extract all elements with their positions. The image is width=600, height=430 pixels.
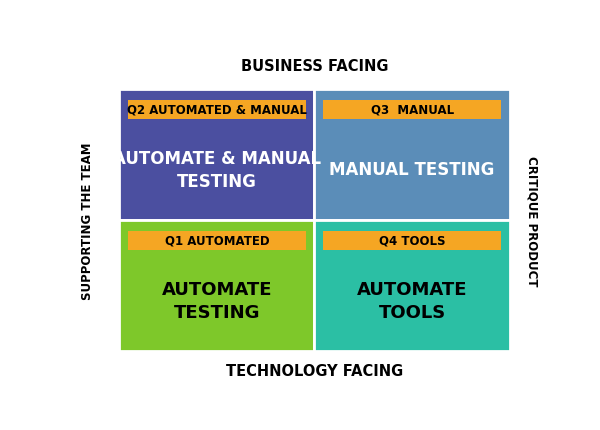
Text: AUTOMATE
TOOLS: AUTOMATE TOOLS: [357, 280, 467, 322]
Text: BUSINESS FACING: BUSINESS FACING: [241, 58, 388, 74]
Text: Q1 AUTOMATED: Q1 AUTOMATED: [164, 234, 269, 247]
Bar: [128, 100, 306, 120]
Text: Q4 TOOLS: Q4 TOOLS: [379, 234, 445, 247]
Text: AUTOMATE & MANUAL
TESTING: AUTOMATE & MANUAL TESTING: [113, 149, 321, 191]
Bar: [314, 90, 510, 221]
Bar: [323, 231, 502, 250]
Bar: [323, 100, 502, 120]
Text: Q2 AUTOMATED & MANUAL: Q2 AUTOMATED & MANUAL: [127, 103, 307, 117]
Text: AUTOMATE
TESTING: AUTOMATE TESTING: [161, 280, 272, 322]
Bar: [119, 90, 314, 221]
Text: CRITIQUE PRODUCT: CRITIQUE PRODUCT: [525, 155, 538, 286]
Text: Q3  MANUAL: Q3 MANUAL: [371, 103, 454, 117]
Text: MANUAL TESTING: MANUAL TESTING: [329, 161, 495, 179]
Bar: [119, 221, 314, 351]
Text: TECHNOLOGY FACING: TECHNOLOGY FACING: [226, 363, 403, 378]
Bar: [128, 231, 306, 250]
Bar: [314, 221, 510, 351]
Text: SUPPORTING THE TEAM: SUPPORTING THE TEAM: [81, 142, 94, 299]
